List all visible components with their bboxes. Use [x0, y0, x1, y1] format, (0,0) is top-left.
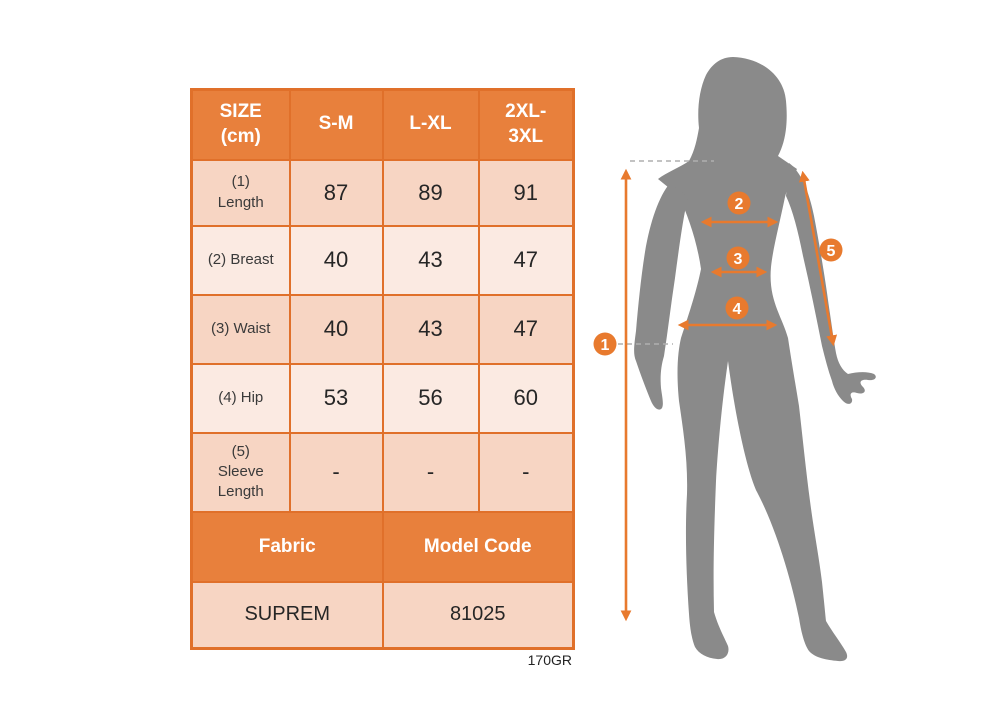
model-code-header: Model Code: [382, 510, 575, 583]
body-silhouette: [658, 57, 848, 662]
col-header-size-cm: SIZE (cm): [190, 88, 291, 161]
row-label-breast: (2) Breast: [190, 224, 291, 296]
col-header-s-m: S-M: [289, 88, 384, 161]
table-row-breast: (2) Breast 40 43 47: [190, 224, 575, 296]
measure-marker-4: 4: [725, 296, 749, 320]
row-label-length: (1) Length: [190, 158, 291, 227]
row-label-hip: (4) Hip: [190, 362, 291, 434]
cell-length-lxl: 89: [381, 158, 480, 227]
measure-marker-5: 5: [819, 238, 843, 262]
col-header-l-xl: L-XL: [382, 88, 480, 161]
cell-waist-sm: 40: [288, 293, 384, 365]
measurement-figure: 1 2 3 4 5: [593, 57, 876, 662]
row-label-sleeve-length: (5) Sleeve Length: [190, 431, 291, 513]
measure-marker-3: 3: [726, 246, 750, 270]
cell-length-2xl3xl: 91: [477, 158, 575, 227]
marker-3-label: 3: [734, 251, 743, 268]
cell-breast-sm: 40: [288, 224, 384, 296]
table-row-sleeve-length: (5) Sleeve Length - - -: [190, 431, 575, 513]
cell-hip-lxl: 56: [381, 362, 480, 434]
row-label-waist: (3) Waist: [190, 293, 291, 365]
marker-1-label: 1: [601, 337, 610, 354]
cell-hip-2xl3xl: 60: [477, 362, 575, 434]
size-table: SIZE (cm) S-M L-XL 2XL- 3XL (1) Length 8…: [190, 88, 575, 650]
weight-note: 170GR: [527, 652, 572, 668]
cell-waist-2xl3xl: 47: [477, 293, 575, 365]
table-row-length: (1) Length 87 89 91: [190, 158, 575, 227]
marker-4-label: 4: [733, 301, 742, 318]
cell-waist-lxl: 43: [381, 293, 480, 365]
right-arm-silhouette: [786, 163, 876, 404]
measure-marker-1: 1: [593, 332, 617, 356]
left-arm-silhouette: [634, 183, 688, 410]
marker-1-circle: [593, 332, 617, 356]
fabric-value: SUPREM: [190, 580, 384, 650]
marker-4-circle: [725, 296, 749, 320]
table-header-row: SIZE (cm) S-M L-XL 2XL- 3XL: [190, 88, 575, 161]
cell-sleeve-2xl3xl: -: [477, 431, 575, 513]
cell-breast-2xl3xl: 47: [477, 224, 575, 296]
marker-5-label: 5: [827, 243, 836, 260]
marker-3-circle: [726, 246, 750, 270]
cell-length-sm: 87: [288, 158, 384, 227]
measure-marker-2: 2: [727, 191, 751, 215]
sleeve-arrow: [798, 170, 838, 347]
model-code-value: 81025: [381, 580, 575, 650]
table-footer-value-row: SUPREM 81025: [190, 580, 575, 650]
marker-5-circle: [819, 238, 843, 262]
fabric-header: Fabric: [190, 510, 384, 583]
marker-2-circle: [727, 191, 751, 215]
table-footer-header-row: Fabric Model Code: [190, 510, 575, 583]
marker-2-label: 2: [735, 196, 744, 213]
table-row-hip: (4) Hip 53 56 60: [190, 362, 575, 434]
cell-sleeve-lxl: -: [381, 431, 480, 513]
col-header-2xl-3xl: 2XL- 3XL: [478, 88, 575, 161]
table-row-waist: (3) Waist 40 43 47: [190, 293, 575, 365]
cell-breast-lxl: 43: [381, 224, 480, 296]
cell-sleeve-sm: -: [288, 431, 384, 513]
cell-hip-sm: 53: [288, 362, 384, 434]
